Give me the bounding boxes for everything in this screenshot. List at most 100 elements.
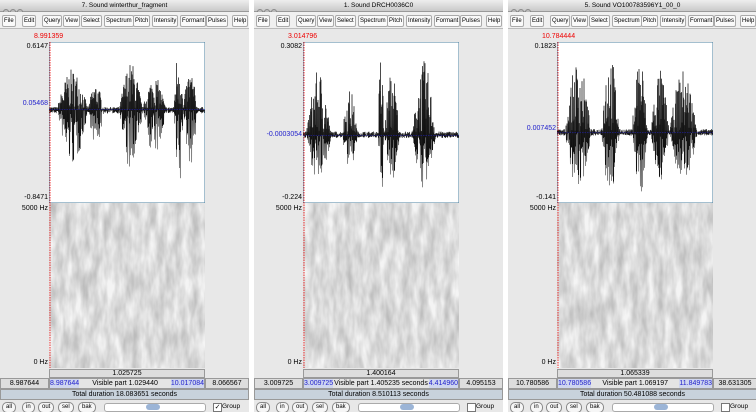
zoom-button[interactable]: bak <box>78 402 96 412</box>
signal-view[interactable] <box>303 42 459 368</box>
menu-item[interactable]: Pulses <box>206 15 228 27</box>
visible-start: 3.009725 <box>304 379 333 389</box>
menu-item[interactable]: Intensity <box>406 15 432 27</box>
visible-end: 10.017084 <box>171 379 204 389</box>
zoom-button[interactable]: in <box>22 402 35 412</box>
menu-item[interactable]: Query <box>42 15 62 27</box>
menu-item[interactable]: Edit <box>530 15 544 27</box>
menu-item[interactable]: Help <box>740 15 756 27</box>
visible-part: Visible part 1.029440 seconds <box>92 380 158 389</box>
menu-item[interactable]: File <box>2 15 16 27</box>
left-time: 3.009725 <box>254 378 303 389</box>
menu-item[interactable]: Edit <box>276 15 290 27</box>
zoom-button[interactable]: sel <box>312 402 328 412</box>
menu-item[interactable]: Formant <box>434 15 460 27</box>
title-bar: 1. Sound DRCH0036C0 <box>254 0 503 12</box>
zoom-button[interactable]: out <box>38 402 54 412</box>
menu-item[interactable]: Edit <box>22 15 36 27</box>
praat-window: 5. Sound VO100783596Y1_00_0 File Edit Query… <box>508 0 756 412</box>
menu-item[interactable]: Spectrum <box>612 15 642 27</box>
signal-view[interactable] <box>49 42 205 368</box>
cursor-time: 10.784444 <box>542 33 575 41</box>
visible-end: 11.849783 <box>679 379 712 389</box>
zoom-button[interactable]: out <box>546 402 562 412</box>
spectrogram <box>303 203 459 368</box>
right-time: 38.631305 <box>713 378 756 389</box>
group-label: Group <box>730 402 748 412</box>
zoom-button[interactable]: in <box>276 402 289 412</box>
menu-item[interactable]: Pulses <box>460 15 482 27</box>
group-label: Group <box>476 402 494 412</box>
zoom-button[interactable]: in <box>530 402 543 412</box>
selection-duration: 1.065339 <box>557 369 713 378</box>
amplitude-cursor: 0.05468 <box>23 100 48 108</box>
scroll-thumb <box>146 404 160 410</box>
amplitude-cursor: 0.007452 <box>527 125 556 133</box>
zoom-button[interactable]: bak <box>332 402 350 412</box>
group-checkbox[interactable] <box>721 403 730 412</box>
left-time: 8.987644 <box>0 378 49 389</box>
amplitude-min: -0.8471 <box>24 194 48 202</box>
menu-item[interactable]: View <box>571 15 588 27</box>
group-checkbox[interactable]: ✓ <box>213 403 222 412</box>
amplitude-max: 0.6147 <box>27 43 48 51</box>
zoom-button[interactable]: sel <box>566 402 582 412</box>
spectrogram <box>49 203 205 368</box>
menu-item[interactable]: Select <box>589 15 610 27</box>
zoom-button[interactable]: sel <box>58 402 74 412</box>
title-bar: 5. Sound VO100783596Y1_00_0 <box>508 0 756 12</box>
amplitude-cursor: -0.0003054 <box>267 131 302 139</box>
scroll-thumb <box>400 404 414 410</box>
menu-item[interactable]: Pulses <box>714 15 736 27</box>
group-checkbox[interactable] <box>467 403 476 412</box>
total-duration[interactable]: Total duration 50.481088 seconds <box>508 389 756 400</box>
menu-item[interactable]: Formant <box>688 15 714 27</box>
amplitude-max: 0.3082 <box>281 43 302 51</box>
zoom-button[interactable]: all <box>510 402 524 412</box>
zoom-button[interactable]: all <box>2 402 16 412</box>
menu-item[interactable]: Select <box>335 15 356 27</box>
frequency-min: 0 Hz <box>288 359 302 367</box>
menu-item[interactable]: Spectrum <box>104 15 134 27</box>
zoom-button[interactable]: all <box>256 402 270 412</box>
visible-part-row: 8.98764410.017084Visible part 1.029440 s… <box>49 378 205 389</box>
visible-start: 10.780586 <box>558 379 591 389</box>
menu-item[interactable]: Spectrum <box>358 15 388 27</box>
zoom-button[interactable]: bak <box>586 402 604 412</box>
menu-item[interactable]: Intensity <box>660 15 686 27</box>
menu-item[interactable]: View <box>63 15 80 27</box>
signal-view[interactable] <box>557 42 713 368</box>
menu-item[interactable]: Pitch <box>133 15 150 27</box>
group-label: Group <box>222 402 240 412</box>
menu-item[interactable]: Query <box>550 15 570 27</box>
title-bar: 7. Sound winterthur_fragment <box>0 0 249 12</box>
menu-item[interactable]: File <box>510 15 524 27</box>
menu-item[interactable]: Intensity <box>152 15 178 27</box>
amplitude-min: -0.224 <box>282 194 302 202</box>
cursor-time: 3.014796 <box>288 33 317 41</box>
menu-item[interactable]: Formant <box>180 15 206 27</box>
menu-item[interactable]: Select <box>81 15 102 27</box>
zoom-button[interactable]: out <box>292 402 308 412</box>
screen: 7. Sound winterthur_fragment File Edit Quer… <box>0 0 756 412</box>
menu-item[interactable]: Pitch <box>387 15 404 27</box>
frequency-min: 0 Hz <box>542 359 556 367</box>
menu-item[interactable]: View <box>317 15 334 27</box>
menu-item[interactable]: Help <box>486 15 502 27</box>
menu-item[interactable]: Query <box>296 15 316 27</box>
selection-duration: 1.025725 <box>49 369 205 378</box>
total-duration[interactable]: Total duration 18.083651 seconds <box>0 389 249 400</box>
menu-item[interactable]: File <box>256 15 270 27</box>
menu-item[interactable]: Help <box>232 15 248 27</box>
selection-duration: 1.400164 <box>303 369 459 378</box>
praat-window: 7. Sound winterthur_fragment File Edit Quer… <box>0 0 249 412</box>
total-duration[interactable]: Total duration 8.510113 seconds <box>254 389 503 400</box>
menu-item[interactable]: Pitch <box>641 15 658 27</box>
visible-part: Visible part 1.405235 seconds <box>334 380 428 387</box>
frequency-max: 5000 Hz <box>530 205 556 213</box>
amplitude-max: 0.1823 <box>535 43 556 51</box>
